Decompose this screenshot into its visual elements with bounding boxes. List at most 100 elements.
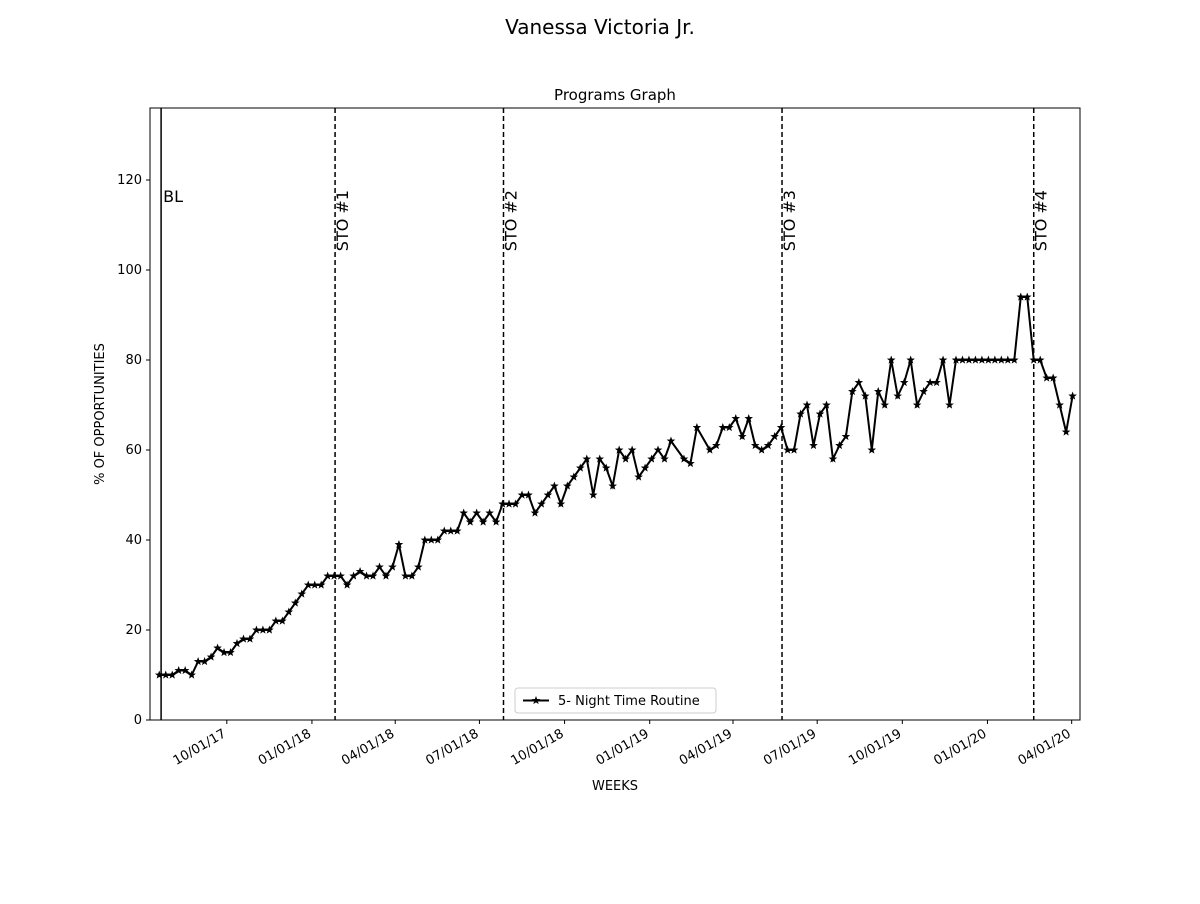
data-point — [796, 409, 805, 418]
data-point — [725, 423, 734, 432]
data-point — [278, 616, 287, 625]
data-point — [323, 571, 332, 580]
data-point — [291, 598, 300, 607]
data-point — [161, 670, 171, 679]
data-point — [815, 409, 825, 418]
data-point — [1029, 355, 1039, 364]
data-point — [407, 571, 417, 580]
data-point — [873, 387, 883, 396]
data-point — [614, 445, 624, 454]
data-point — [776, 423, 786, 432]
data-point — [750, 441, 760, 450]
data-point — [588, 490, 598, 499]
data-point — [1055, 400, 1064, 409]
data-point — [316, 580, 326, 589]
y-axis-label: % OF OPPORTUNITIES — [93, 343, 108, 485]
data-point — [848, 387, 857, 396]
phase-label: STO #2 — [501, 190, 520, 251]
data-point — [731, 414, 741, 423]
data-point — [569, 472, 579, 481]
data-point — [971, 355, 980, 364]
data-point — [621, 454, 630, 463]
data-point — [601, 463, 611, 472]
data-point — [362, 571, 371, 580]
data-point — [219, 648, 229, 657]
data-point — [576, 463, 585, 472]
data-point — [252, 625, 261, 634]
data-point — [809, 441, 818, 450]
data-point — [608, 481, 617, 490]
data-point — [368, 571, 378, 580]
data-point — [1042, 373, 1051, 382]
data-point — [1068, 391, 1077, 400]
data-point — [530, 508, 540, 517]
data-point — [226, 648, 235, 657]
data-point — [835, 441, 844, 450]
data-point — [763, 441, 773, 450]
data-point — [647, 454, 656, 463]
data-point — [912, 400, 922, 409]
data-point — [984, 355, 993, 364]
phase-label: STO #1 — [333, 190, 352, 251]
data-point — [154, 670, 164, 679]
plot-frame — [149, 107, 1081, 721]
data-point — [841, 432, 851, 441]
data-point — [485, 508, 494, 517]
y-tick-label: 100 — [117, 263, 142, 278]
data-point — [582, 454, 592, 463]
data-point — [964, 355, 974, 364]
phase-label: STO #3 — [780, 190, 799, 251]
y-tick-label: 20 — [125, 623, 142, 638]
data-point — [232, 639, 242, 648]
data-point — [563, 481, 572, 490]
y-tick-label: 120 — [117, 173, 142, 188]
data-point — [478, 517, 488, 526]
data-point — [511, 499, 520, 508]
data-point — [666, 436, 676, 445]
legend-box — [514, 687, 717, 714]
data-point — [459, 508, 468, 517]
data-point — [239, 634, 248, 643]
x-axis-label: WEEKS — [592, 779, 638, 794]
data-point — [951, 355, 961, 364]
data-point — [427, 535, 436, 544]
data-point — [465, 517, 475, 526]
data-point — [349, 571, 358, 580]
y-tick-label: 80 — [125, 353, 142, 368]
data-point — [394, 540, 404, 549]
data-point — [925, 378, 935, 387]
data-point — [906, 355, 915, 364]
data-point — [692, 423, 702, 432]
data-point — [634, 472, 643, 481]
data-point — [627, 445, 637, 454]
data-point — [329, 571, 339, 580]
data-point — [213, 643, 222, 652]
data-point — [420, 535, 430, 544]
y-tick-label: 0 — [134, 713, 142, 728]
data-point — [919, 387, 928, 396]
data-point — [433, 535, 443, 544]
data-point — [265, 625, 274, 634]
data-point — [517, 490, 527, 499]
data-point — [284, 607, 294, 616]
data-point — [336, 571, 345, 580]
data-point — [1016, 292, 1026, 301]
data-point — [491, 517, 501, 526]
data-point — [258, 625, 268, 634]
data-point — [789, 445, 799, 454]
data-point — [997, 355, 1006, 364]
data-point — [653, 445, 663, 454]
data-point — [524, 490, 533, 499]
data-point — [828, 454, 838, 463]
data-point — [1035, 355, 1045, 364]
data-point — [861, 391, 870, 400]
data-point — [401, 571, 410, 580]
data-point — [640, 463, 650, 472]
data-point — [595, 454, 605, 463]
data-point — [271, 616, 281, 625]
data-point — [446, 526, 456, 535]
data-point — [310, 580, 319, 589]
data-point — [705, 445, 715, 454]
data-point — [297, 589, 307, 598]
